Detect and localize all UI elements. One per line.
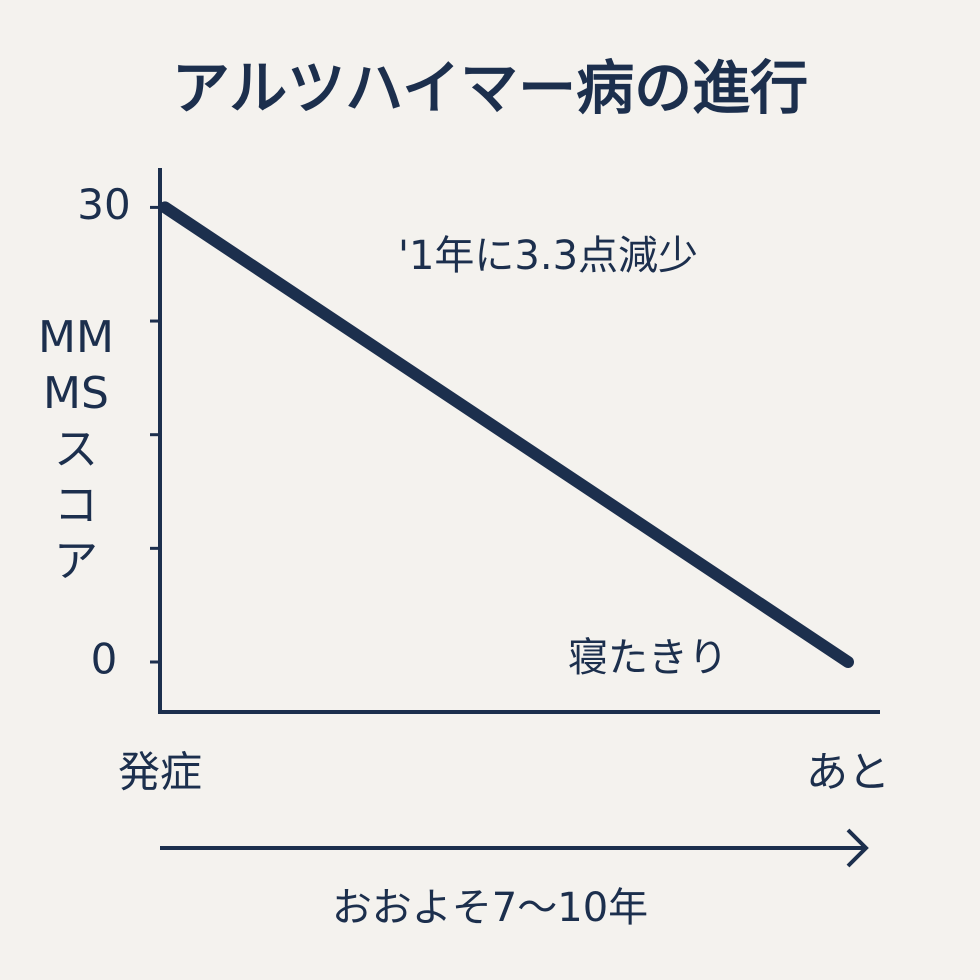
y-tick-label: 0 [91,634,118,683]
y-tick-label: 30 [77,180,130,229]
y-axis-label: コ [54,480,98,531]
x-axis-label: おおよそ7〜10年 [332,885,648,931]
x-tick-label: 発症 [118,748,202,797]
annotation: 寝たきり [568,635,728,681]
chart-title: アルツハイマー病の進行 [172,54,808,122]
y-axis-label: ア [54,536,98,587]
y-axis-label: ス [54,424,98,475]
annotation: '1年に3.3点減少 [398,233,698,279]
y-axis-label: MM [38,312,114,363]
x-tick-label: あと [806,748,890,797]
y-axis-label: MS [43,368,109,419]
time-arrowhead [846,828,869,868]
data-line [159,201,854,668]
